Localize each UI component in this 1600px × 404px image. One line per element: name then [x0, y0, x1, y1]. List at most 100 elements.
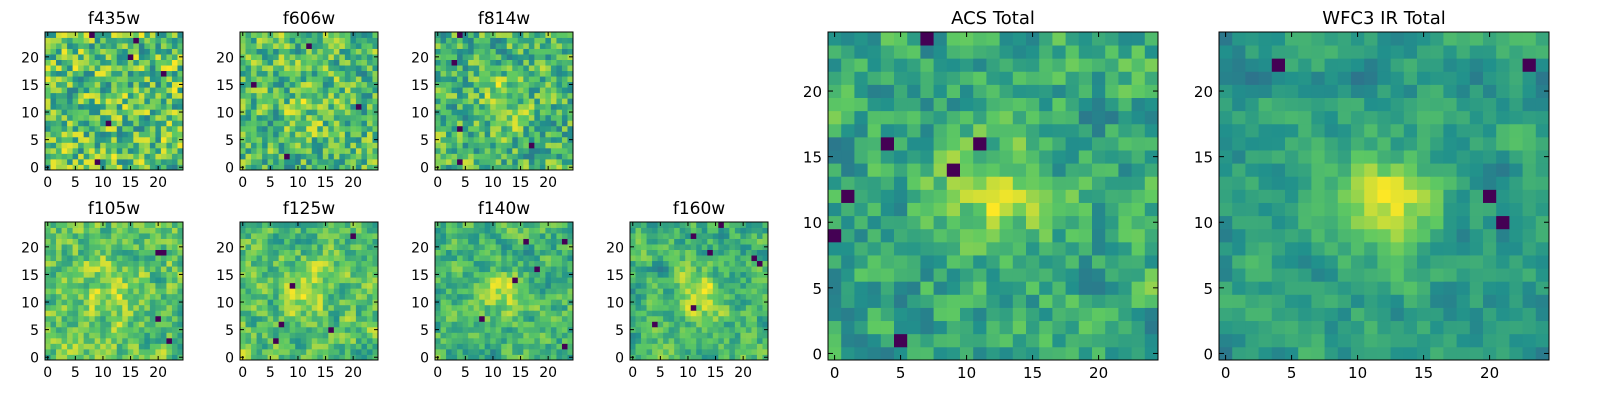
heatmap-cell — [1092, 242, 1106, 256]
heatmap-cell — [702, 343, 708, 349]
heatmap-cell — [106, 109, 112, 115]
heatmap-cell — [540, 310, 546, 316]
heatmap-cell — [696, 316, 702, 322]
heatmap-cells — [630, 222, 768, 360]
heatmap-cell — [312, 277, 318, 283]
heatmap-cell — [685, 316, 691, 322]
heatmap-cell — [463, 250, 469, 256]
heatmap-cell — [150, 261, 156, 267]
heatmap-cell — [435, 98, 441, 104]
heatmap-cell — [907, 189, 921, 203]
heatmap-cell — [301, 142, 307, 148]
heatmap-cell — [251, 272, 257, 278]
heatmap-cell — [279, 327, 285, 333]
heatmap-cell — [551, 126, 557, 132]
heatmap-cell — [67, 120, 73, 126]
heatmap-cell — [468, 159, 474, 165]
heatmap-cell — [306, 131, 312, 137]
heatmap-cell — [155, 71, 161, 77]
heatmap-cell — [545, 87, 551, 93]
heatmap-cell — [512, 239, 518, 245]
heatmap-cell — [323, 261, 329, 267]
heatmap-cell — [279, 131, 285, 137]
heatmap-cell — [652, 266, 658, 272]
heatmap-cell — [474, 87, 480, 93]
heatmap-cell — [312, 327, 318, 333]
heatmap-cell — [986, 203, 1000, 217]
heatmap-cell — [89, 299, 95, 305]
heatmap-cell — [279, 126, 285, 132]
heatmap-cell — [663, 233, 669, 239]
heatmap-cell — [251, 65, 257, 71]
heatmap-cell — [441, 327, 447, 333]
heatmap-cell — [279, 250, 285, 256]
heatmap-cell — [295, 321, 301, 327]
heatmap-cell — [273, 250, 279, 256]
heatmap-cell — [295, 349, 301, 355]
heatmap-cell — [457, 126, 463, 132]
heatmap-cell — [89, 321, 95, 327]
heatmap-cell — [729, 228, 735, 234]
heatmap-cell — [262, 299, 268, 305]
heatmap-cell — [894, 216, 908, 230]
heatmap-cell — [973, 255, 987, 269]
heatmap-cell — [367, 71, 373, 77]
heatmap-cell — [246, 244, 252, 250]
heatmap-cell — [680, 316, 686, 322]
heatmap-cell — [630, 305, 636, 311]
heatmap-cell — [67, 222, 73, 228]
heatmap-cell — [973, 334, 987, 348]
heatmap-cell — [328, 250, 334, 256]
heatmap-cell — [479, 321, 485, 327]
heatmap-cell — [452, 38, 458, 44]
heatmap-cell — [1079, 163, 1093, 177]
heatmap-cell — [523, 316, 529, 322]
heatmap-cell — [746, 305, 752, 311]
heatmap-cell — [490, 120, 496, 126]
heatmap-cell — [868, 150, 882, 164]
heatmap-cell — [128, 288, 134, 294]
heatmap-cell — [735, 288, 741, 294]
heatmap-cell — [735, 239, 741, 245]
heatmap-cell — [84, 120, 90, 126]
heatmap-cell — [735, 228, 741, 234]
heatmap-cell — [529, 261, 535, 267]
heatmap-cell — [479, 310, 485, 316]
heatmap-cell — [947, 255, 961, 269]
heatmap-cell — [122, 131, 128, 137]
heatmap-cell — [139, 131, 145, 137]
heatmap-cell — [257, 327, 263, 333]
heatmap-cell — [441, 338, 447, 344]
heatmap-cell — [56, 310, 62, 316]
heatmap-cell — [630, 261, 636, 267]
heatmap-cell — [485, 104, 491, 110]
heatmap-cell — [284, 49, 290, 55]
heatmap-cell — [757, 250, 763, 256]
heatmap-cell — [534, 239, 540, 245]
heatmap-cell — [920, 216, 934, 230]
heatmap-cell — [67, 250, 73, 256]
heatmap-cell — [529, 153, 535, 159]
heatmap-cell — [496, 60, 502, 66]
heatmap-cell — [62, 60, 68, 66]
heatmap-cell — [323, 109, 329, 115]
heatmap-cell — [117, 233, 123, 239]
heatmap-cell — [507, 82, 513, 88]
heatmap-cell — [691, 327, 697, 333]
heatmap-cell — [485, 338, 491, 344]
heatmap-cell — [334, 299, 340, 305]
heatmap-cell — [279, 43, 285, 49]
heatmap-cell — [490, 343, 496, 349]
heatmap-cell — [306, 332, 312, 338]
heatmap-cell — [161, 109, 167, 115]
heatmap-cell — [268, 316, 274, 322]
heatmap-cell — [457, 71, 463, 77]
heatmap-cell — [707, 310, 713, 316]
heatmap-cell — [62, 321, 68, 327]
heatmap-cell — [729, 338, 735, 344]
heatmap-cell — [139, 261, 145, 267]
heatmap-cell — [350, 148, 356, 154]
heatmap-cell — [150, 316, 156, 322]
heatmap-cell — [295, 38, 301, 44]
heatmap-cell — [740, 233, 746, 239]
